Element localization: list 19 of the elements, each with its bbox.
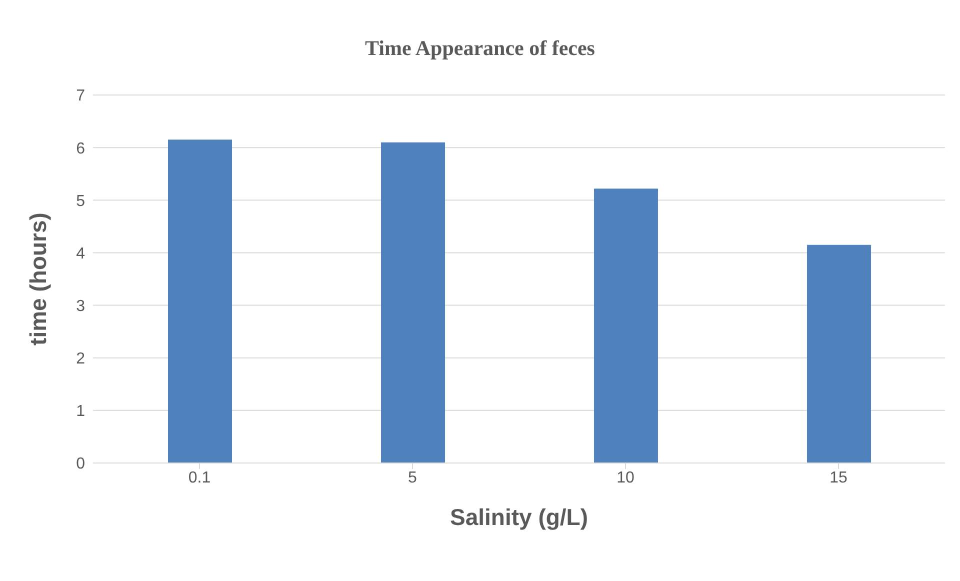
y-tick-label: 5 xyxy=(76,192,86,210)
x-tick-label: 5 xyxy=(408,469,418,486)
x-axis-title: Salinity (g/L) xyxy=(450,504,588,530)
y-tick-label: 2 xyxy=(76,350,86,368)
y-tick-label: 1 xyxy=(76,403,86,420)
bar xyxy=(594,188,658,463)
y-tick-label: 3 xyxy=(76,298,86,315)
y-tick-label: 7 xyxy=(76,88,86,105)
y-tick-label: 4 xyxy=(76,245,86,262)
bar xyxy=(168,140,232,463)
y-axis-title: time (hours) xyxy=(25,212,52,346)
x-tick-label: 15 xyxy=(830,469,848,486)
bar xyxy=(381,142,445,463)
y-tick-label: 6 xyxy=(76,140,86,158)
x-tick-label: 0.1 xyxy=(188,469,211,486)
chart-title: Time Appearance of feces xyxy=(364,36,596,61)
y-tick-label: 0 xyxy=(76,456,86,473)
x-tick-label: 10 xyxy=(616,469,634,486)
bar xyxy=(807,244,871,463)
